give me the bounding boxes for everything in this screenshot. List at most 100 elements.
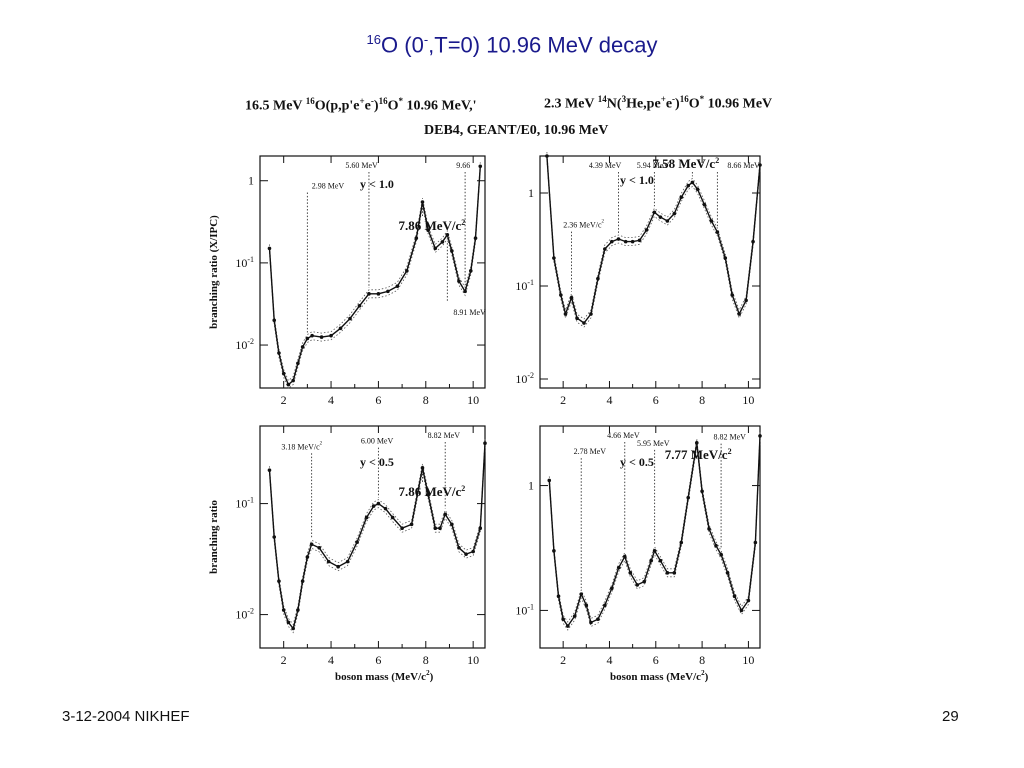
- page-number: 29: [942, 708, 959, 725]
- data-point: [329, 333, 333, 338]
- annotation-label: 7.86 MeV/c2: [398, 218, 465, 233]
- x-tick-label: 4: [328, 653, 334, 667]
- data-point: [616, 237, 621, 241]
- data-point: [623, 239, 628, 244]
- data-point: [345, 559, 350, 564]
- title-superscript-minus: -: [423, 32, 429, 47]
- annotation-label: 5.95 MeV: [637, 439, 670, 448]
- data-point: [596, 276, 600, 281]
- data-point: [367, 292, 371, 296]
- data-point: [426, 228, 430, 232]
- data-point: [694, 441, 699, 445]
- data-point: [552, 256, 556, 260]
- data-point: [658, 215, 663, 219]
- data-point: [309, 542, 314, 547]
- data-point: [395, 284, 400, 289]
- data-point: [409, 522, 414, 527]
- left-reaction-header: 16.5 MeV 16O(p,p'e+e-)16O* 10.96 MeV,': [245, 96, 477, 114]
- data-point: [291, 378, 295, 383]
- data-point: [628, 571, 633, 575]
- data-point: [575, 316, 579, 321]
- data-point: [443, 512, 448, 517]
- data-point: [433, 526, 438, 531]
- data-point: [305, 555, 310, 559]
- annotation-label: 2.98 MeV: [312, 182, 345, 191]
- data-point: [272, 535, 277, 539]
- title-superscript: 16: [366, 32, 382, 47]
- data-point: [642, 579, 647, 584]
- data-point: [336, 564, 340, 569]
- annotation-label: 7.58 MeV/c2: [652, 156, 719, 171]
- data-point: [637, 238, 642, 243]
- data-point: [267, 246, 272, 251]
- data-point: [390, 515, 395, 520]
- data-point: [386, 289, 390, 294]
- data-point: [281, 608, 286, 612]
- data-point: [686, 495, 691, 500]
- data-point: [709, 219, 714, 223]
- data-point: [582, 321, 586, 325]
- cut-label: y < 0.5: [620, 455, 654, 469]
- annotation-label: 8.66 MeV: [727, 161, 760, 170]
- title-rest: ,T=0) 10.96 MeV decay: [428, 32, 658, 58]
- data-point: [707, 527, 711, 531]
- data-point: [746, 598, 751, 603]
- data-point: [348, 316, 352, 321]
- data-point: [376, 501, 381, 506]
- y-tick-label: 10-2: [235, 607, 254, 622]
- annotation-label: 7.77 MeV/c2: [665, 447, 732, 462]
- data-point: [357, 304, 362, 308]
- data-point: [438, 526, 442, 531]
- data-point: [483, 441, 487, 445]
- y-axis-label: branching ratio: [208, 500, 220, 574]
- data-point: [450, 249, 454, 253]
- data-point: [545, 154, 549, 158]
- data-point: [296, 361, 300, 366]
- data-point: [744, 298, 748, 303]
- x-tick-label: 2: [560, 393, 566, 407]
- data-point: [672, 571, 677, 575]
- cut-label: y < 1.0: [360, 177, 394, 191]
- x-tick-label: 10: [467, 653, 479, 667]
- data-point: [317, 545, 322, 550]
- data-point: [672, 211, 677, 216]
- data-point: [277, 351, 281, 355]
- data-point: [714, 543, 718, 548]
- data-point: [383, 506, 388, 511]
- data-point: [267, 468, 272, 472]
- data-point: [686, 183, 691, 188]
- data-point: [326, 559, 331, 564]
- x-tick-label: 2: [560, 653, 566, 667]
- data-point: [440, 240, 445, 244]
- y-tick-label: 10-1: [235, 255, 254, 270]
- data-point: [319, 335, 324, 339]
- plot-frame: [259, 425, 486, 649]
- data-point: [616, 565, 621, 570]
- x-tick-label: 10: [467, 393, 479, 407]
- data-point: [702, 202, 707, 207]
- data-point: [471, 549, 475, 554]
- data-point: [579, 592, 584, 596]
- data-point: [679, 540, 684, 545]
- error-band-lower: [269, 170, 481, 390]
- footer-date: 3-12-2004 NIKHEF: [62, 708, 190, 725]
- data-point: [291, 626, 295, 631]
- x-axis-label: boson mass (MeV/c2): [610, 669, 709, 683]
- data-point: [658, 558, 663, 563]
- x-tick-label: 10: [742, 653, 754, 667]
- data-point: [376, 292, 381, 296]
- data-point: [286, 620, 291, 625]
- error-band-upper: [548, 431, 761, 623]
- data-point: [433, 246, 438, 251]
- data-point: [563, 312, 568, 316]
- simulation-subheader: DEB4, GEANT/E0, 10.96 MeV: [424, 123, 609, 138]
- x-tick-label: 10: [742, 393, 754, 407]
- data-point: [753, 540, 758, 545]
- data-point: [719, 552, 723, 557]
- right-reaction-header: 2.3 MeV 14N(3He,pe+e-)16O* 10.96 MeV: [544, 94, 773, 112]
- y-axis-label: branching ratio (X/IPC): [208, 215, 220, 329]
- x-tick-label: 6: [375, 393, 381, 407]
- data-point: [338, 326, 343, 331]
- annotation-label: 8.91 MeV: [453, 308, 486, 317]
- data-point: [463, 289, 467, 294]
